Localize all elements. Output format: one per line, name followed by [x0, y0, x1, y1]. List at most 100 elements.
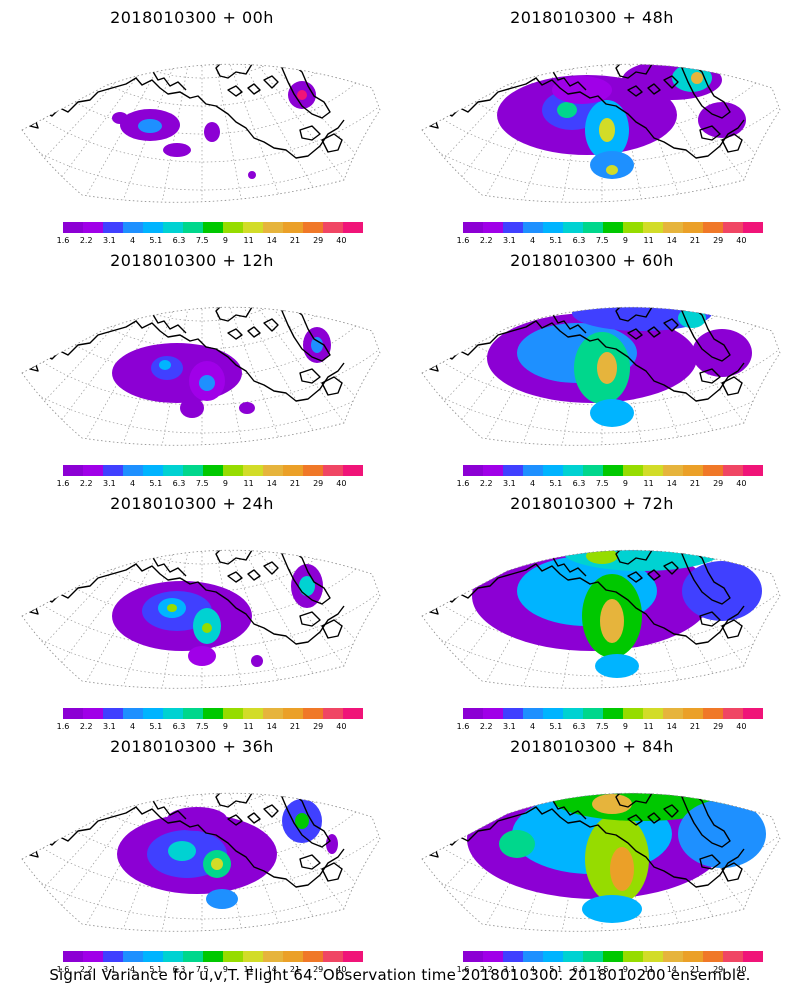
coastline [29, 307, 345, 402]
colorbar-swatch [203, 465, 223, 476]
colorbar-tick-label: 3.1 [103, 479, 116, 488]
colorbar-tick-label: 11 [643, 479, 654, 488]
colorbar-tick-label: 11 [643, 965, 654, 974]
colorbar-swatch [323, 465, 343, 476]
variance-contour [138, 119, 162, 133]
colorbar-tick-label: 2.2 [79, 479, 93, 488]
colorbar-tick-label: 7.5 [595, 479, 609, 488]
colorbar-swatch [343, 222, 363, 233]
colorbar-swatch [223, 708, 243, 719]
colorbar-tick-label: 21 [289, 479, 301, 488]
colorbar-swatch [663, 951, 683, 962]
colorbar-labels: 1.6 2.2 3.1 4 5.1 6.3 7.5 9 11 14 21 29 40 [456, 479, 776, 489]
variance-contour [592, 794, 632, 814]
colorbar-tick-label: 14 [266, 965, 277, 974]
variance-map [421, 792, 781, 932]
colorbar-swatch [203, 951, 223, 962]
colorbar-swatch [503, 708, 523, 719]
panel-title: 2018010300 + 72h [510, 494, 674, 513]
colorbar-tick-label: 2.2 [479, 965, 493, 974]
colorbar-swatch [663, 708, 683, 719]
colorbar-tick-label: 14 [266, 722, 277, 731]
panel-title: 2018010300 + 48h [510, 8, 674, 27]
colorbar-tick-label: 3.1 [503, 965, 516, 974]
colorbar [63, 222, 363, 233]
colorbar-swatch [563, 465, 583, 476]
colorbar-swatch [643, 465, 663, 476]
colorbar-swatch [743, 465, 763, 476]
colorbar-tick-label: 2.2 [479, 479, 493, 488]
forecast-panel: 2018010300 + 12h 1.6 2.2 3.1 4 5.1 6.3 7.5 9 11 14… [2, 243, 382, 488]
colorbar-swatch [543, 465, 563, 476]
colorbar-swatch [503, 951, 523, 962]
colorbar-swatch [583, 708, 603, 719]
colorbar-swatch [123, 708, 143, 719]
colorbar-swatch [303, 951, 323, 962]
colorbar-tick-label: 11 [243, 965, 254, 974]
colorbar-swatch [723, 708, 743, 719]
variance-contour [562, 550, 722, 571]
colorbar-swatch [343, 951, 363, 962]
colorbar-tick-label: 1.6 [56, 479, 70, 488]
variance-contour [299, 576, 315, 596]
colorbar [463, 222, 763, 233]
variance-map [21, 306, 381, 446]
colorbar-swatch [163, 222, 183, 233]
colorbar-tick-label: 5.1 [549, 965, 563, 974]
variance-contour [600, 599, 624, 643]
colorbar-tick-label: 21 [289, 722, 301, 731]
colorbar-swatch [203, 708, 223, 719]
colorbar-swatch [103, 951, 123, 962]
colorbar-swatch [343, 465, 363, 476]
variance-contour [582, 895, 642, 923]
colorbar-swatch [603, 951, 623, 962]
colorbar-swatch [603, 708, 623, 719]
variance-map [421, 63, 781, 203]
colorbar-swatch [103, 465, 123, 476]
variance-map [21, 63, 381, 203]
colorbar-tick-label: 4 [530, 965, 536, 974]
colorbar-tick-label: 7.5 [595, 722, 609, 731]
colorbar-swatch [283, 951, 303, 962]
colorbar [63, 465, 363, 476]
graticule [22, 64, 380, 203]
colorbar-tick-label: 29 [713, 722, 724, 731]
colorbar-swatch [743, 951, 763, 962]
colorbar-labels: 1.6 2.2 3.1 4 5.1 6.3 7.5 9 11 14 21 29 40 [56, 965, 376, 975]
variance-contour [552, 76, 612, 104]
colorbar-swatch [183, 708, 203, 719]
variance-contour [590, 399, 634, 427]
colorbar-tick-label: 14 [666, 722, 677, 731]
colorbar-swatch [143, 465, 163, 476]
colorbar-swatch [83, 951, 103, 962]
colorbar-swatch [143, 708, 163, 719]
colorbar-swatch [723, 465, 743, 476]
colorbar-tick-label: 14 [666, 236, 677, 245]
colorbar-swatch [623, 465, 643, 476]
colorbar [63, 951, 363, 962]
colorbar-swatch [463, 222, 483, 233]
colorbar-swatch [623, 222, 643, 233]
colorbar-tick-label: 11 [243, 236, 254, 245]
panel-title: 2018010300 + 12h [110, 251, 274, 270]
colorbar-tick-label: 7.5 [595, 965, 609, 974]
colorbar-swatch [683, 951, 703, 962]
panel-title: 2018010300 + 24h [110, 494, 274, 513]
colorbar-swatch [343, 708, 363, 719]
colorbar-tick-label: 21 [689, 236, 701, 245]
colorbar-tick-label: 21 [689, 479, 701, 488]
colorbar-tick-label: 4 [530, 722, 536, 731]
colorbar-swatch [483, 222, 503, 233]
forecast-panel: 2018010300 + 72h 1.6 2.2 3.1 4 5.1 6.3 7.5 9 11 14… [402, 486, 782, 731]
colorbar-tick-label: 1.6 [456, 236, 470, 245]
colorbar-swatch [283, 222, 303, 233]
colorbar-swatch [243, 222, 263, 233]
colorbar-tick-label: 9 [622, 965, 628, 974]
colorbar-swatch [303, 222, 323, 233]
colorbar-swatch [243, 708, 263, 719]
colorbar-swatch [463, 708, 483, 719]
variance-contour [248, 171, 256, 179]
colorbar [463, 708, 763, 719]
colorbar-tick-label: 3.1 [503, 236, 516, 245]
colorbar-swatch [523, 951, 543, 962]
